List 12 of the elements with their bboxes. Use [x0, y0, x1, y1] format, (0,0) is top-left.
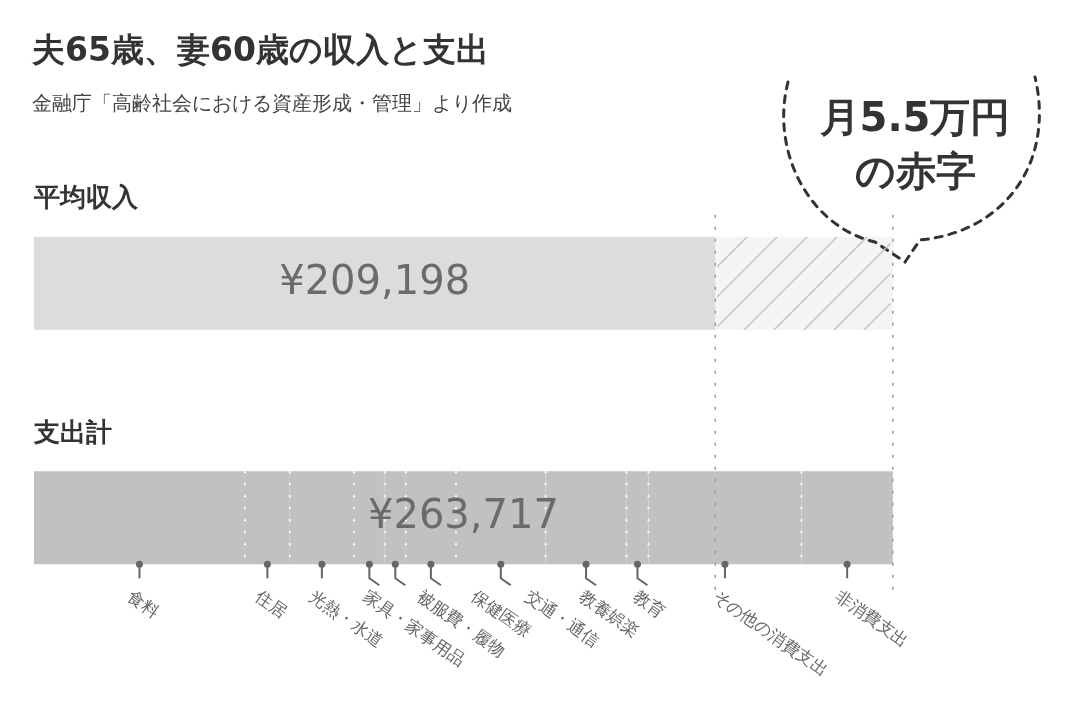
- y-tick-label: 平均収入: [33, 182, 139, 213]
- y-tick-label: 支出計: [33, 416, 112, 447]
- text: 住居: [250, 585, 292, 622]
- data-label: ¥209,198: [279, 256, 471, 303]
- total-label: ¥263,717: [367, 491, 559, 538]
- chart-subtitle: 金融庁「高齢社会における資産形成・管理」より作成: [32, 90, 512, 117]
- text: その他の消費支出: [709, 585, 833, 681]
- text: 月5.5万円の赤字: [818, 93, 1012, 196]
- text: 教育: [630, 585, 670, 622]
- chart-title: 夫65歳、妻60歳の収入と支出: [32, 29, 489, 71]
- text: 非消費支出: [831, 585, 913, 651]
- text: 食料: [123, 585, 164, 622]
